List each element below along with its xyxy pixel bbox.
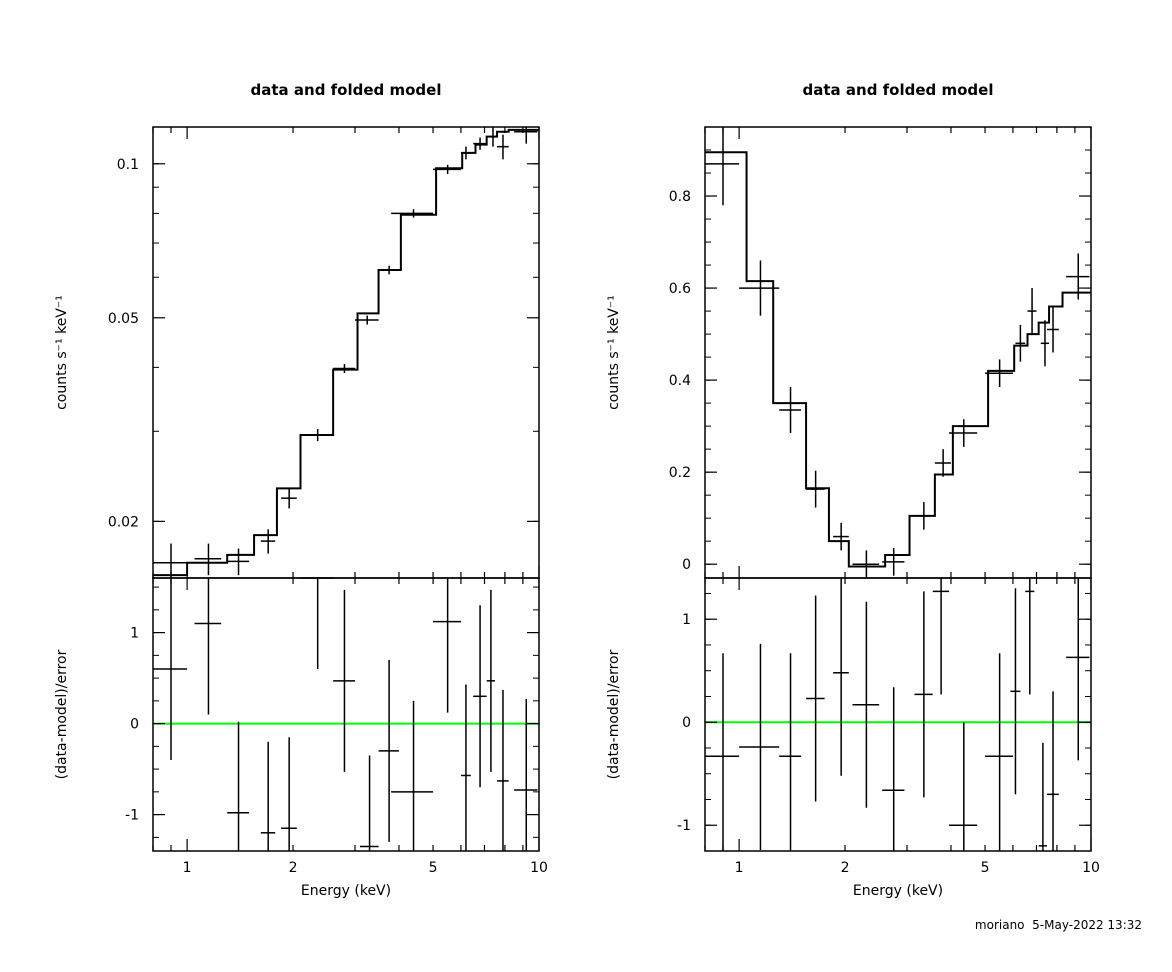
data-point [486,589,496,772]
y-axis-label: counts s⁻¹ keV⁻¹ [54,295,70,410]
data-point [932,578,950,695]
data-point [194,578,222,715]
footer-user: moriano [974,918,1025,932]
x-tick-label: 10 [1082,860,1100,876]
data-point [1010,588,1021,795]
data-point [1066,578,1090,761]
residual-plot-frame [704,577,1092,852]
y-tick-label: -1 [125,808,139,824]
data-point [779,653,802,851]
plot-footer: moriano 5-May-2022 13:32 [975,918,1142,932]
x-tick-label: 2 [841,860,850,876]
data-point [473,605,487,788]
data-point [806,595,825,802]
data-point [1047,691,1059,851]
data-point [355,315,379,325]
data-point [852,601,880,808]
y-axis-label: (data-model)/error [606,649,622,779]
data-point [705,127,740,206]
y-tick-label: -1 [677,818,691,834]
data-point [153,578,188,760]
data-point [914,591,933,798]
data-point [1025,578,1035,695]
data-point [300,577,334,669]
y-tick-label: 1 [682,612,691,628]
y-tick-label: 0.6 [669,281,691,297]
data-point [705,653,740,851]
data-point [985,653,1013,851]
data-point [153,543,188,578]
data-point [1027,288,1037,335]
y-tick-label: 0.1 [117,157,139,173]
data-point [433,578,461,713]
data-point [227,548,250,576]
data-point [194,543,222,576]
data-point [934,449,951,477]
y-tick-label: 0.02 [108,514,139,530]
y-tick-label: 0 [130,717,139,733]
x-tick-label: 5 [981,860,990,876]
data-point [391,209,434,218]
data-point [739,643,780,850]
chart-panel-1: data and folded model 0.02 0.05 0.1 counts s… [54,81,548,899]
data-point [227,721,250,851]
data-point [833,578,849,776]
top-plot-frame [704,126,1092,579]
top-plot-frame [152,126,540,579]
data-point [1038,742,1048,851]
x-axis-label: Energy (keV) [301,883,391,899]
x-tick-label: 2 [289,860,298,876]
data-point [333,589,356,772]
data-point [391,700,434,851]
data-point [497,134,509,160]
data-point [281,488,297,509]
data-point [1040,320,1050,367]
data-point [985,359,1013,388]
x-tick-label: 10 [530,860,548,876]
data-point [1015,324,1026,362]
chart-panel-2: data and folded model 0 0.2 0.4 0.6 0.8 counts… [606,81,1100,899]
data-point [281,737,297,851]
footer-datetime: 5-May-2022 13:32 [1032,918,1142,932]
data-point [497,689,509,851]
x-tick-label: 1 [183,860,192,876]
data-point [852,550,880,578]
x-tick-label: 5 [429,860,438,876]
data-point [433,164,461,175]
y-tick-label: 0.8 [669,189,691,205]
data-point [949,722,978,851]
data-point [333,364,356,373]
data-point [514,699,538,851]
y-tick-label: 0 [682,557,691,573]
data-point [360,755,379,851]
y-axis-label: (data-model)/error [54,649,70,779]
y-axis-label: counts s⁻¹ keV⁻¹ [606,295,622,410]
chart-title: data and folded model [251,81,442,99]
x-tick-label: 1 [735,860,744,876]
chart-title: data and folded model [803,81,994,99]
data-point [779,387,802,434]
data-point [260,529,276,554]
data-point [460,684,471,851]
y-tick-label: 0.2 [669,465,691,481]
data-point [378,659,399,842]
data-point [882,687,905,851]
y-tick-label: 1 [130,626,139,642]
data-point [260,741,276,851]
model-step-line [153,128,539,577]
y-tick-label: 0 [682,715,691,731]
y-tick-label: 0.4 [669,373,691,389]
data-point [1047,306,1059,353]
data-point [833,522,849,551]
x-axis-label: Energy (keV) [853,883,943,899]
model-step-line [705,151,1091,568]
y-tick-label: 0.05 [108,311,139,327]
residual-plot-frame [152,577,540,852]
